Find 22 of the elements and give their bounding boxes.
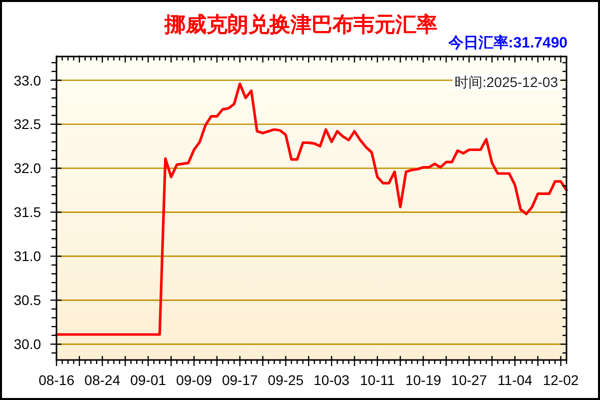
chart-title: 挪威克朗兑换津巴布韦元汇率	[164, 12, 438, 36]
x-tick-label: 10-03	[314, 372, 350, 388]
x-tick-label: 08-24	[84, 372, 120, 388]
y-tick-label: 32.0	[14, 160, 42, 176]
x-tick-label: 11-04	[498, 372, 533, 388]
x-tick-label: 09-01	[130, 372, 166, 388]
x-tick-label: 10-27	[451, 372, 488, 388]
x-tick-label: 09-09	[176, 372, 212, 388]
annotation: 时间:2025-12-03	[454, 74, 558, 90]
x-tick-label: 08-16	[38, 372, 75, 388]
y-tick-label: 31.0	[14, 248, 42, 264]
y-tick-label: 31.5	[14, 204, 42, 220]
x-tick-label: 09-25	[268, 372, 304, 388]
y-tick-label: 30.0	[14, 336, 42, 352]
x-tick-label: 09-17	[222, 372, 258, 388]
x-tick-label: 12-02	[542, 372, 579, 388]
y-tick-label: 30.5	[14, 292, 42, 308]
y-tick-label: 32.5	[14, 116, 42, 132]
x-tick-label: 10-19	[405, 372, 442, 388]
y-tick-label: 33.0	[14, 72, 42, 88]
chart-subtitle: 今日汇率:31.7490	[447, 34, 568, 52]
x-tick-label: 10-11	[360, 372, 395, 388]
